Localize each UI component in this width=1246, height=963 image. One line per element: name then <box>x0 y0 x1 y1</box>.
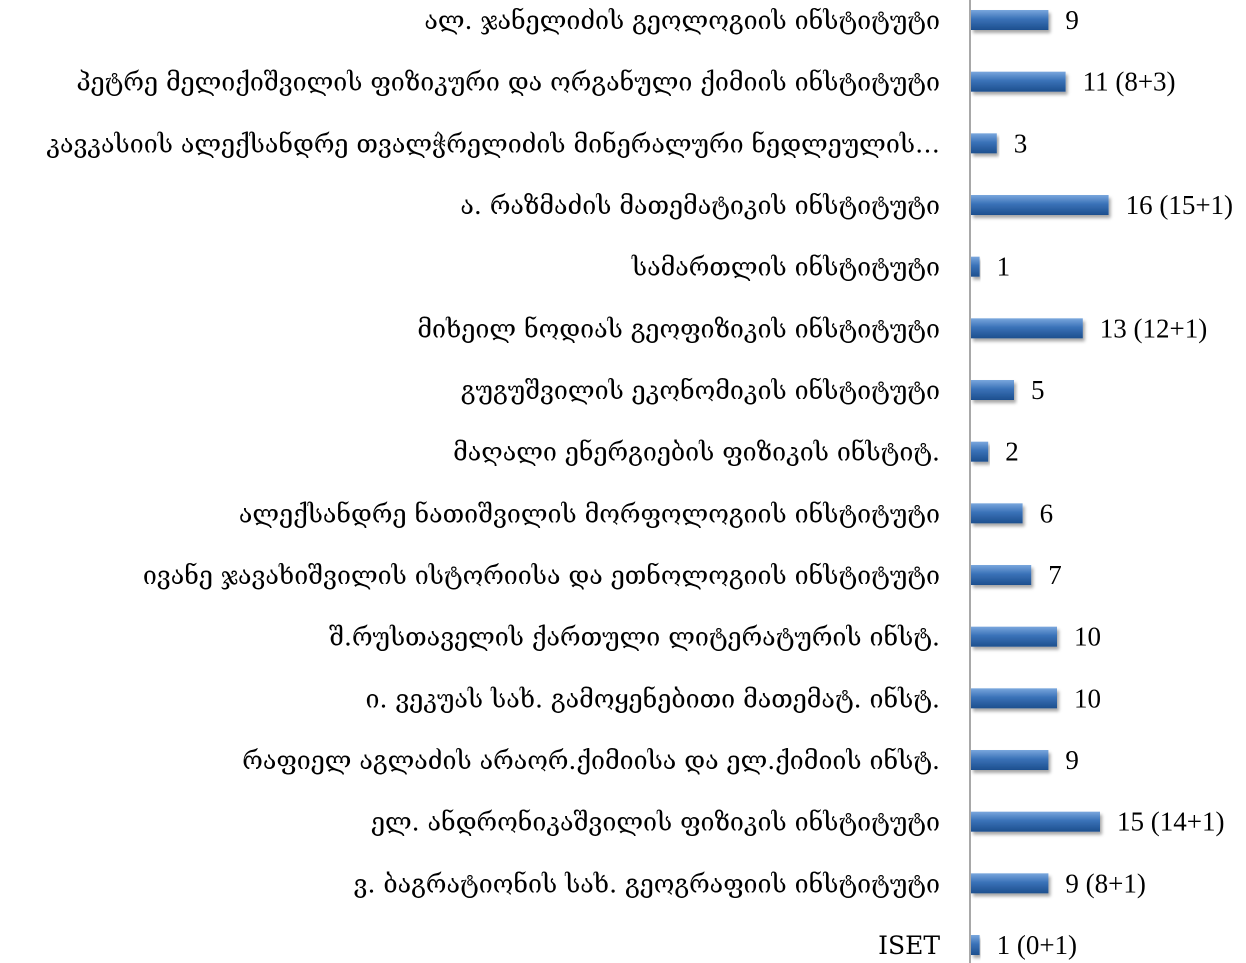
data-label: 9 <box>1065 5 1079 35</box>
category-label: ი. ვეკუას სახ. გამოყენებითი მათემატ. ინს… <box>365 684 940 713</box>
bar <box>971 133 997 154</box>
bar <box>971 811 1100 832</box>
data-label: 1 (0+1) <box>997 930 1077 960</box>
category-label: ვ. ბაგრატიონის სახ. გეოგრაფიის ინსტიტუტი <box>354 869 940 898</box>
bar <box>971 441 989 462</box>
bars <box>971 10 1109 955</box>
bar <box>971 10 1049 30</box>
data-labels: 9 11 (8+3) 3 16 (15+1) 1 13 (12+1) 5 2 6 7 10 10 9 15… <box>997 5 1233 960</box>
category-label: მაღალი ენერგიების ფიზიკის ინსტიტ. <box>453 438 940 467</box>
data-label: 9 (8+1) <box>1065 868 1145 898</box>
data-label: 10 <box>1074 683 1101 713</box>
category-label: მიხეილ ნოდიას გეოფიზიკის ინსტიტუტი <box>417 314 940 343</box>
data-label: 9 <box>1065 745 1079 775</box>
category-labels: ალ. ჯანელიძის გეოლოგიის ინსტიტუტი პეტრე მ… <box>46 6 940 960</box>
bar <box>971 318 1083 339</box>
category-label: ელ. ანდრონიკაშვილის ფიზიკის ინსტიტუტი <box>371 808 940 837</box>
category-label: ალექსანდრე ნათიშვილის მორფოლოგიის ინსტიტ… <box>239 499 940 528</box>
data-label: 2 <box>1005 437 1019 467</box>
data-label: 11 (8+3) <box>1083 67 1176 97</box>
data-label: 1 <box>997 252 1011 282</box>
category-label: რაფიელ აგლაძის არაორ.ქიმიისა და ელ.ქიმიი… <box>242 746 940 775</box>
category-label: ალ. ჯანელიძის გეოლოგიის ინსტიტუტი <box>424 6 940 35</box>
data-label: 5 <box>1031 375 1045 405</box>
category-label: ა. რაზმაძის მათემატიკის ინსტიტუტი <box>460 191 940 220</box>
category-label: კავკასიის ალექსანდრე თვალჭრელიძის მინერა… <box>46 129 940 158</box>
category-label: სამართლის ინსტიტუტი <box>631 253 940 282</box>
bar <box>971 688 1057 709</box>
data-label: 13 (12+1) <box>1100 313 1207 343</box>
data-label: 3 <box>1014 128 1028 158</box>
data-label: 7 <box>1048 560 1062 590</box>
category-label: შ.რუსთაველის ქართული ლიტერატურის ინსტ. <box>329 623 940 652</box>
bar <box>971 503 1023 524</box>
data-label: 16 (15+1) <box>1126 190 1233 220</box>
category-label: პეტრე მელიქიშვილის ფიზიკური და ორგანული … <box>76 68 940 97</box>
data-label: 6 <box>1040 498 1054 528</box>
bar <box>971 256 980 277</box>
bar <box>971 935 980 955</box>
bar <box>971 873 1049 894</box>
data-label: 15 (14+1) <box>1117 807 1224 837</box>
bar <box>971 626 1057 647</box>
category-label: გუგუშვილის ეკონომიკის ინსტიტუტი <box>461 376 940 405</box>
category-label: ივანე ჯავახიშვილის ისტორიისა და ეთნოლოგი… <box>143 561 940 590</box>
bar <box>971 380 1014 400</box>
bar <box>971 71 1066 92</box>
category-label: ISET <box>878 931 940 960</box>
data-label: 10 <box>1074 622 1101 652</box>
bar <box>971 195 1109 215</box>
bar <box>971 565 1032 585</box>
bar <box>971 750 1049 770</box>
